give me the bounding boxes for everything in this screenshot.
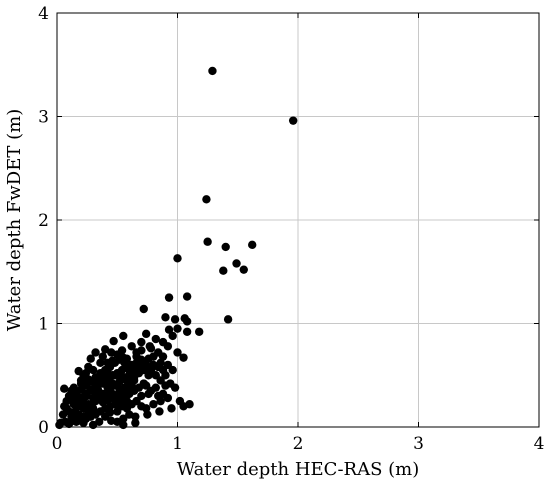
data-point [98,352,107,361]
y-tick-label: 2 [38,211,49,231]
data-point [149,400,158,409]
data-point [144,354,153,363]
data-point [182,317,192,326]
data-point [185,400,194,409]
data-point [170,383,180,392]
data-point [173,324,182,333]
data-point [223,315,233,324]
data-point [173,254,182,263]
x-tick-label: 0 [52,434,63,454]
data-point [182,327,192,336]
data-point [127,381,136,390]
data-point [108,393,117,403]
data-point [203,237,212,246]
data-point [119,331,128,341]
y-tick-label: 4 [38,4,49,24]
data-point [88,420,98,430]
data-point [173,348,182,357]
data-point [208,66,217,76]
data-point [158,389,168,399]
data-point [60,402,69,411]
data-point [154,348,163,357]
data-point [120,373,129,382]
data-point [167,404,176,413]
data-point [84,375,93,384]
x-tick-label: 1 [172,434,183,454]
x-tick-label: 3 [413,434,424,454]
data-point [132,352,141,361]
y-axis-label: Water depth FwDET (m) [4,109,25,331]
data-point [163,342,173,351]
data-point [122,396,132,406]
data-point [76,379,86,388]
data-point [170,315,180,324]
data-point [179,353,188,362]
data-point [141,329,151,339]
data-point [127,342,136,351]
data-point [105,408,115,417]
data-points [55,66,298,430]
data-point [143,410,152,419]
x-axis-ticks: 0 1 2 3 4 [52,13,545,454]
data-point [164,293,174,302]
data-point [125,410,134,419]
data-point [91,348,100,357]
data-point [79,418,88,428]
data-point [141,404,151,413]
data-point [155,407,164,416]
data-point [182,292,192,301]
data-point [288,116,298,125]
data-point [117,346,127,355]
data-point [137,346,146,355]
data-point [158,365,168,375]
data-point [108,356,117,365]
data-point [202,195,211,204]
data-point [161,313,170,322]
data-point [139,304,148,314]
data-point [131,418,140,428]
data-point [122,354,132,363]
data-point [151,334,161,344]
data-point [137,337,146,347]
y-tick-label: 0 [38,418,49,438]
data-point [55,420,64,430]
data-point [164,325,174,334]
data-point [109,336,118,346]
data-point [151,383,161,392]
data-point [248,240,257,250]
data-point [72,396,81,406]
data-point [194,327,204,336]
data-point [69,416,79,425]
y-axis-ticks: 0 1 2 3 4 [38,4,539,438]
x-tick-label: 4 [534,434,545,454]
y-tick-label: 1 [38,315,49,335]
data-point [67,386,76,395]
data-point [219,266,228,275]
x-axis-label: Water depth HEC-RAS (m) [177,459,420,480]
data-point [239,265,248,274]
data-point [175,396,185,406]
data-point [232,259,241,268]
data-point [88,365,98,375]
x-tick-label: 2 [293,434,304,454]
data-point [101,345,110,354]
data-point [60,384,69,393]
data-point [146,344,156,353]
data-point [156,396,165,406]
data-point [113,417,122,427]
data-point [86,354,95,363]
data-point [221,242,230,252]
y-tick-label: 3 [38,108,49,128]
data-point [168,331,177,341]
data-point [144,371,153,380]
